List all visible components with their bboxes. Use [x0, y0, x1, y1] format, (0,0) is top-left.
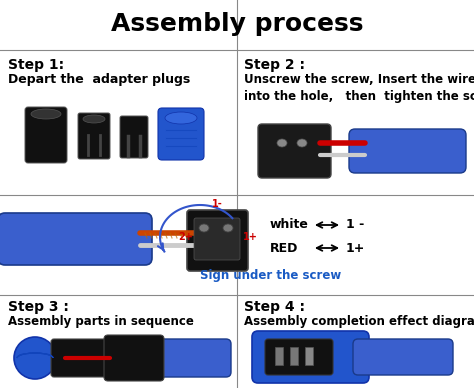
FancyBboxPatch shape [158, 108, 204, 160]
FancyBboxPatch shape [353, 339, 453, 375]
FancyBboxPatch shape [187, 210, 248, 271]
FancyBboxPatch shape [252, 331, 369, 383]
Ellipse shape [277, 139, 287, 147]
Text: Step 3 :: Step 3 : [8, 300, 69, 314]
Ellipse shape [31, 109, 61, 119]
Ellipse shape [14, 337, 56, 379]
FancyBboxPatch shape [258, 124, 331, 178]
Text: white: white [270, 218, 309, 232]
Text: 2+: 2+ [179, 232, 193, 242]
Text: Sign under the screw: Sign under the screw [200, 268, 341, 282]
Bar [275, 347, 283, 365]
Ellipse shape [297, 139, 307, 147]
Ellipse shape [223, 224, 233, 232]
Text: Assembly parts in sequence: Assembly parts in sequence [8, 315, 194, 328]
Text: Assembly completion effect diagram: Assembly completion effect diagram [244, 315, 474, 328]
Bar [305, 347, 313, 365]
Bar [290, 347, 298, 365]
FancyBboxPatch shape [265, 339, 333, 375]
Text: Step 2 :: Step 2 : [244, 58, 305, 72]
Text: 1 -: 1 - [346, 218, 364, 232]
Text: 1+: 1+ [243, 232, 257, 242]
Text: Depart the  adapter plugs: Depart the adapter plugs [8, 73, 190, 86]
Text: 1+: 1+ [346, 241, 365, 255]
Text: into the hole,   then  tighten the screw: into the hole, then tighten the screw [244, 90, 474, 103]
FancyBboxPatch shape [149, 339, 231, 377]
FancyBboxPatch shape [194, 218, 240, 260]
FancyBboxPatch shape [104, 335, 164, 381]
Ellipse shape [83, 115, 105, 123]
FancyBboxPatch shape [51, 339, 115, 377]
Ellipse shape [165, 112, 197, 124]
FancyBboxPatch shape [349, 129, 466, 173]
FancyBboxPatch shape [78, 113, 110, 159]
Text: Assembly process: Assembly process [111, 12, 363, 36]
FancyBboxPatch shape [120, 116, 148, 158]
FancyBboxPatch shape [25, 107, 67, 163]
Text: Step 4 :: Step 4 : [244, 300, 305, 314]
Text: RED: RED [270, 241, 298, 255]
Ellipse shape [199, 224, 209, 232]
Text: Unscrew the screw, Insert the wire: Unscrew the screw, Insert the wire [244, 73, 474, 86]
FancyBboxPatch shape [0, 213, 152, 265]
Text: Step 1:: Step 1: [8, 58, 64, 72]
Text: 1-: 1- [211, 199, 222, 209]
